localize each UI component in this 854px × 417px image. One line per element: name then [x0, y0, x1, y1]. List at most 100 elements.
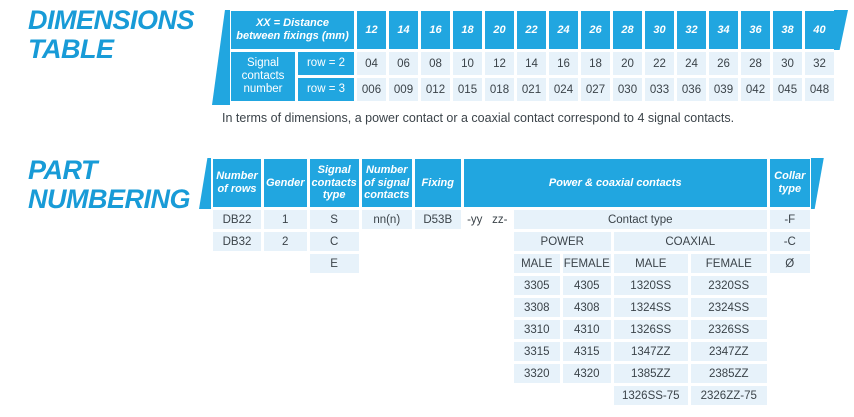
- contact-type-cell: Contact type: [513, 210, 767, 229]
- part-template-row: DB22 1 S nn(n) D53B -yy zz- Contact type…: [213, 210, 810, 229]
- power-female-part-cell: 4315: [562, 342, 611, 361]
- row2-value-cell: 06: [389, 52, 418, 75]
- distance-header-cell: 36: [741, 11, 770, 49]
- contact-row: 3310 4310 1326SS 2326SS: [213, 320, 810, 339]
- power-female-part-cell: 4308: [562, 298, 611, 317]
- distance-header-cell: 22: [517, 11, 546, 49]
- distance-header-cell: 38: [773, 11, 802, 49]
- fixing-distance-header: XX = Distance between fixings (mm): [231, 11, 354, 49]
- blank-cell: [415, 342, 461, 361]
- blank-cell: [489, 298, 511, 317]
- coax-male-part-cell: 1347ZZ: [613, 342, 688, 361]
- blank-cell: [415, 232, 461, 251]
- blank-cell: [213, 386, 261, 405]
- blank-cell: [310, 320, 359, 339]
- dimensions-note: In terms of dimensions, a power contact …: [222, 111, 735, 125]
- blank-cell: [362, 254, 412, 273]
- row3-value-cell: 039: [709, 78, 738, 101]
- power-male-part-cell: 3308: [513, 298, 560, 317]
- yy-placeholder-cell: -yy: [467, 213, 483, 226]
- blank-cell: [362, 364, 412, 383]
- distance-header-cell: 32: [677, 11, 706, 49]
- row3-value-cell: 045: [773, 78, 802, 101]
- blank-cell: [464, 254, 486, 273]
- contact-row: 3305 4305 1320SS 2320SS: [213, 276, 810, 295]
- contact-row: 3315 4315 1347ZZ 2347ZZ: [213, 342, 810, 361]
- row2-value-cell: 18: [581, 52, 610, 75]
- dimensions-table: XX = Distance between fixings (mm) 12 14…: [212, 8, 848, 105]
- blank-cell: [464, 298, 486, 317]
- distance-header-cell: 20: [485, 11, 514, 49]
- blank-cell: [464, 364, 486, 383]
- coax-male-part-cell: 1326SS-75: [613, 386, 688, 405]
- blank-cell: [770, 298, 810, 317]
- blank-cell: [213, 342, 261, 361]
- row3-value-cell: 021: [517, 78, 546, 101]
- blank-cell: [310, 276, 359, 295]
- power-female-header-cell: FEMALE: [562, 254, 611, 273]
- fixing-header: Fixing: [414, 159, 461, 207]
- fixing-value-cell: D53B: [414, 210, 461, 229]
- blank-cell: [264, 320, 307, 339]
- coax-male-header-cell: MALE: [613, 254, 688, 273]
- blank-cell: [310, 342, 359, 361]
- coax-female-part-cell: 2326SS: [690, 320, 767, 339]
- distance-header-cell: 14: [389, 11, 418, 49]
- gender-header: Gender: [264, 159, 307, 207]
- row3-value-cell: 033: [645, 78, 674, 101]
- blank-cell: [415, 364, 461, 383]
- row2-value-cell: 24: [677, 52, 706, 75]
- row2-value-cell: 28: [741, 52, 770, 75]
- row2-value-cell: 22: [645, 52, 674, 75]
- number-of-signal-contacts-header: Number of signal contacts: [361, 159, 412, 207]
- part-numbering-header-row: Number of rows Gender Signal contacts ty…: [213, 159, 810, 207]
- row2-label: row = 2: [298, 52, 354, 75]
- distance-header-cell: 16: [421, 11, 450, 49]
- table-left-edge-decoration: [212, 10, 230, 105]
- part-numbering-table: Number of rows Gender Signal contacts ty…: [199, 156, 824, 408]
- blank-cell: [213, 298, 261, 317]
- blank-cell: [489, 276, 511, 295]
- blank-cell: [213, 254, 261, 273]
- power-male-part-cell: 3310: [513, 320, 560, 339]
- coax-female-part-cell: 2324SS: [690, 298, 767, 317]
- blank-cell: [264, 386, 307, 405]
- contact-row: 3320 4320 1385ZZ 2385ZZ: [213, 364, 810, 383]
- dimensions-table-title: DIMENSIONS TABLE: [28, 5, 195, 64]
- blank-cell: [415, 386, 461, 405]
- row3-values-row: row = 3 006 009 012 015 018 021 024 027 …: [231, 78, 834, 101]
- blank-cell: [770, 342, 810, 361]
- coax-female-header-cell: FEMALE: [690, 254, 767, 273]
- table-right-edge-decoration: [810, 158, 824, 209]
- blank-cell: [770, 276, 810, 295]
- row2-value-cell: 20: [613, 52, 642, 75]
- coax-75-row: 1326SS-75 2326ZZ-75: [213, 386, 810, 405]
- blank-cell: [770, 386, 810, 405]
- row2-value-cell: 14: [517, 52, 546, 75]
- blank-cell: [362, 320, 412, 339]
- blank-cell: [464, 342, 486, 361]
- blank-cell: [770, 320, 810, 339]
- blank-cell: [362, 232, 412, 251]
- signal-contacts-type-header: Signal contacts type: [309, 159, 359, 207]
- blank-cell: [415, 298, 461, 317]
- row3-value-cell: 030: [613, 78, 642, 101]
- blank-cell: [415, 276, 461, 295]
- blank-cell: [362, 298, 412, 317]
- blank-cell: [464, 386, 486, 405]
- row3-value-cell: 036: [677, 78, 706, 101]
- collar-value-cell: -F: [769, 210, 810, 229]
- blank-cell: [464, 276, 486, 295]
- blank-cell: [213, 320, 261, 339]
- coaxial-group-cell: COAXIAL: [613, 232, 767, 251]
- gender-value-cell: 2: [264, 232, 307, 251]
- coax-male-part-cell: 1326SS: [613, 320, 688, 339]
- row3-value-cell: 024: [549, 78, 578, 101]
- signal-type-value-cell: C: [309, 232, 359, 251]
- row2-value-cell: 30: [773, 52, 802, 75]
- dimensions-header-row: XX = Distance between fixings (mm) 12 14…: [231, 11, 834, 49]
- blank-cell: [489, 342, 511, 361]
- row3-value-cell: 048: [805, 78, 834, 101]
- row2-value-cell: 04: [357, 52, 386, 75]
